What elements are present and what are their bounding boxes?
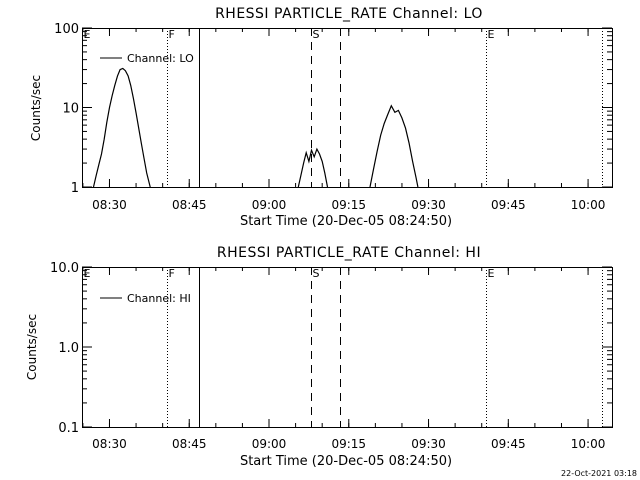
hi-y-tick-label: 10.0 <box>50 261 79 276</box>
hi-x-tick-label: 08:30 <box>92 437 127 451</box>
lo-y-tick-label: 1 <box>71 181 79 196</box>
hi-x-tick-label: 10:00 <box>571 437 606 451</box>
hi-x-tick-label: 08:45 <box>172 437 207 451</box>
lo-event-marker-label: S <box>313 28 320 41</box>
hi-x-axis-label: Start Time (20-Dec-05 08:24:50) <box>240 454 452 469</box>
hi-chart-title: RHESSI PARTICLE_RATE Channel: HI <box>217 245 481 261</box>
generation-timestamp: 22-Oct-2021 03:18 <box>561 469 637 478</box>
hi-x-tick-label: 09:15 <box>331 437 366 451</box>
hi-event-marker-label: S <box>313 267 320 280</box>
lo-event-marker-label: F <box>169 28 175 41</box>
lo-legend-label: Channel: LO <box>127 52 194 65</box>
lo-x-tick-label: 08:30 <box>92 198 127 212</box>
lo-y-axis-label: Counts/sec <box>29 75 43 141</box>
hi-event-marker-label: E <box>84 267 91 280</box>
hi-event-marker-label: F <box>169 267 175 280</box>
lo-x-tick-label: 08:45 <box>172 198 207 212</box>
hi-event-marker-label: E <box>488 267 495 280</box>
lo-x-tick-label: 09:45 <box>491 198 526 212</box>
lo-x-tick-label: 09:00 <box>252 198 287 212</box>
lo-x-tick-label: 09:30 <box>411 198 446 212</box>
hi-x-tick-label: 09:30 <box>411 437 446 451</box>
hi-channel-panel: RHESSI PARTICLE_RATE Channel: HI Counts/… <box>25 245 613 469</box>
hi-y-tick-label: 1.0 <box>58 341 79 356</box>
hi-y-axis-label: Counts/sec <box>25 314 39 380</box>
lo-series-line <box>297 147 329 188</box>
lo-series-line <box>369 104 419 188</box>
lo-x-tick-label: 10:00 <box>571 198 606 212</box>
hi-x-tick-label: 09:00 <box>252 437 287 451</box>
lo-channel-panel: RHESSI PARTICLE_RATE Channel: LO Counts/… <box>29 6 613 229</box>
lo-y-tick-label: 10 <box>62 102 79 117</box>
lo-series-line <box>92 67 151 188</box>
lo-y-tick-label: 100 <box>54 22 79 37</box>
lo-chart-title: RHESSI PARTICLE_RATE Channel: LO <box>215 6 483 22</box>
lo-x-tick-label: 09:15 <box>331 198 366 212</box>
hi-y-tick-label: 0.1 <box>58 421 79 436</box>
lo-event-marker-label: E <box>84 28 91 41</box>
lo-x-axis-label: Start Time (20-Dec-05 08:24:50) <box>240 214 452 229</box>
hi-x-tick-label: 09:45 <box>491 437 526 451</box>
hi-legend-label: Channel: HI <box>127 292 191 305</box>
lo-event-marker-label: E <box>488 28 495 41</box>
